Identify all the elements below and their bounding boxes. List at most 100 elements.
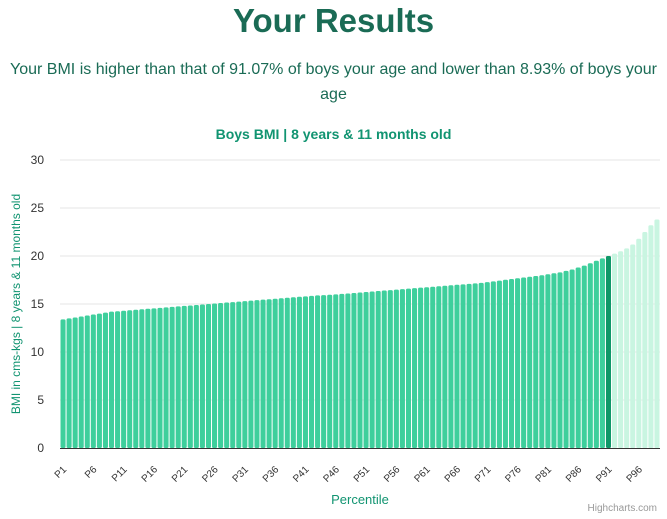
bar-P91[interactable] <box>605 256 612 448</box>
bar-P41[interactable] <box>302 296 308 448</box>
bar-P93[interactable] <box>618 251 624 448</box>
bar-P42[interactable] <box>308 295 315 448</box>
bar-P74[interactable] <box>502 279 508 448</box>
bar-P25[interactable] <box>205 304 212 448</box>
bar-P94[interactable] <box>624 248 630 448</box>
bar-P7[interactable] <box>96 313 102 448</box>
bar-P1[interactable] <box>60 319 66 448</box>
bar-P20[interactable] <box>175 306 181 448</box>
bar-P19[interactable] <box>169 306 175 448</box>
bar-P31[interactable] <box>242 301 248 448</box>
bar-P63[interactable] <box>436 286 442 448</box>
bar-P85[interactable] <box>569 269 575 448</box>
bar-P81[interactable] <box>545 274 551 448</box>
bar-P13[interactable] <box>133 309 139 448</box>
bar-P88[interactable] <box>587 263 593 448</box>
bar-P10[interactable] <box>115 311 121 448</box>
bar-P92[interactable] <box>612 253 618 448</box>
bar-P56[interactable] <box>393 289 399 448</box>
bar-P78[interactable] <box>527 276 533 448</box>
bar-P54[interactable] <box>381 290 387 448</box>
bar-P33[interactable] <box>254 300 260 448</box>
bar-P4[interactable] <box>78 316 84 448</box>
bar-P89[interactable] <box>593 260 599 448</box>
bar-P46[interactable] <box>333 294 339 448</box>
bar-P21[interactable] <box>181 305 187 448</box>
bar-P35[interactable] <box>266 299 272 448</box>
bar-P22[interactable] <box>187 305 193 448</box>
bar-P67[interactable] <box>460 284 466 448</box>
bar-P96[interactable] <box>636 238 642 448</box>
bar-P8[interactable] <box>102 312 108 448</box>
bar-P17[interactable] <box>157 307 163 448</box>
bar-P66[interactable] <box>454 284 460 448</box>
bar-P95[interactable] <box>630 244 636 448</box>
bar-P9[interactable] <box>108 311 115 448</box>
bar-P45[interactable] <box>327 294 333 448</box>
bar-P29[interactable] <box>230 302 236 448</box>
bar-P6[interactable] <box>90 314 96 448</box>
bar-P39[interactable] <box>290 297 296 448</box>
bar-P27[interactable] <box>218 303 224 448</box>
bar-P72[interactable] <box>490 281 496 448</box>
bar-P71[interactable] <box>484 282 490 448</box>
bar-P5[interactable] <box>84 315 90 448</box>
bar-P97[interactable] <box>642 232 648 448</box>
bar-P82[interactable] <box>551 273 557 448</box>
bar-P98[interactable] <box>648 225 654 448</box>
bar-P61[interactable] <box>424 287 430 448</box>
bar-P51[interactable] <box>363 292 369 448</box>
bar-P79[interactable] <box>533 275 539 448</box>
bar-P76[interactable] <box>515 278 521 448</box>
bar-P47[interactable] <box>339 293 345 448</box>
bar-P23[interactable] <box>193 304 199 448</box>
bar-P65[interactable] <box>448 285 454 448</box>
bar-P64[interactable] <box>442 285 448 448</box>
bar-P32[interactable] <box>248 300 254 448</box>
bar-P86[interactable] <box>575 267 581 448</box>
bar-P68[interactable] <box>466 283 472 448</box>
bar-P77[interactable] <box>521 277 527 448</box>
bar-P69[interactable] <box>472 283 478 448</box>
bar-P43[interactable] <box>315 295 321 448</box>
bar-P70[interactable] <box>478 282 484 448</box>
bar-P53[interactable] <box>375 291 381 448</box>
bar-P3[interactable] <box>72 317 78 448</box>
bar-P73[interactable] <box>496 280 502 448</box>
bar-P34[interactable] <box>260 299 266 448</box>
bar-P16[interactable] <box>151 308 157 448</box>
bar-P37[interactable] <box>278 298 284 448</box>
bar-P14[interactable] <box>139 309 145 448</box>
bar-P60[interactable] <box>418 287 424 448</box>
bar-P11[interactable] <box>121 310 127 448</box>
bar-P50[interactable] <box>357 292 363 448</box>
bar-P30[interactable] <box>236 301 242 448</box>
credits-link[interactable]: Highcharts.com <box>587 503 657 514</box>
bar-P52[interactable] <box>369 291 375 448</box>
bar-P57[interactable] <box>399 289 405 448</box>
bar-P55[interactable] <box>387 290 393 448</box>
bar-P36[interactable] <box>272 298 278 448</box>
bar-P12[interactable] <box>127 310 133 448</box>
bar-P84[interactable] <box>563 270 569 448</box>
bar-P44[interactable] <box>321 295 327 448</box>
bar-P38[interactable] <box>284 297 290 448</box>
bar-P83[interactable] <box>557 272 563 448</box>
bar-P2[interactable] <box>66 318 72 448</box>
bar-P80[interactable] <box>539 275 545 448</box>
bar-P58[interactable] <box>405 288 412 448</box>
bar-P15[interactable] <box>145 308 151 448</box>
bar-P18[interactable] <box>163 307 169 448</box>
bar-P49[interactable] <box>351 292 357 448</box>
bar-P90[interactable] <box>599 258 605 448</box>
bar-P26[interactable] <box>212 303 218 448</box>
bar-P99[interactable] <box>654 219 660 448</box>
bar-P75[interactable] <box>508 279 515 448</box>
bar-P87[interactable] <box>581 265 587 448</box>
bar-P62[interactable] <box>430 286 436 448</box>
bar-P24[interactable] <box>199 304 205 448</box>
bar-P40[interactable] <box>296 296 302 448</box>
bar-P59[interactable] <box>412 288 418 448</box>
bar-P28[interactable] <box>224 302 230 448</box>
bar-P48[interactable] <box>345 293 351 448</box>
